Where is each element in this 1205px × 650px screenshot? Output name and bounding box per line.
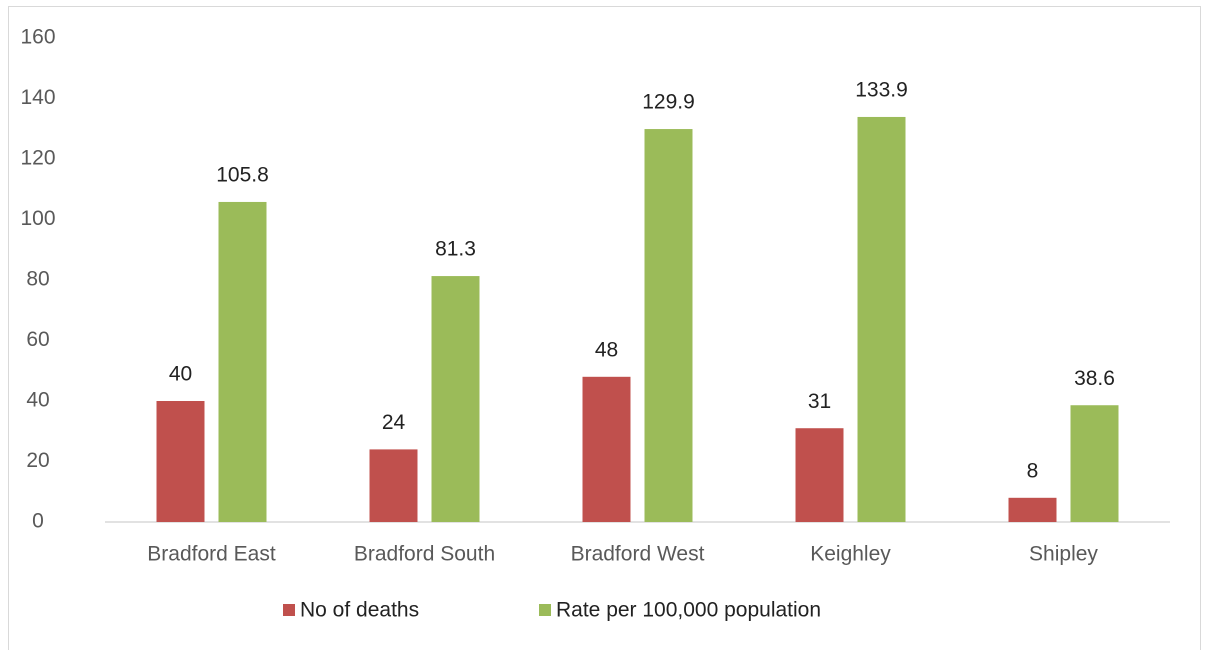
- data-label: 8: [1027, 459, 1039, 482]
- bar: [1008, 497, 1057, 522]
- data-label: 81.3: [435, 238, 476, 261]
- bar: [1070, 405, 1119, 522]
- legend-label: No of deaths: [300, 599, 419, 622]
- chart-border: [8, 6, 1201, 650]
- bar: [218, 201, 267, 522]
- bar: [431, 276, 480, 522]
- data-label: 105.8: [216, 164, 269, 187]
- data-label: 31: [808, 390, 831, 413]
- bar: [582, 376, 631, 522]
- data-label: 24: [382, 411, 406, 434]
- data-label: 38.6: [1074, 367, 1115, 390]
- y-tick-label: 100: [20, 207, 55, 230]
- y-tick-label: 140: [20, 86, 55, 109]
- x-tick-label: Shipley: [1029, 543, 1098, 566]
- legend-swatch: [539, 604, 551, 616]
- y-tick-label: 80: [26, 268, 49, 291]
- legend-label: Rate per 100,000 population: [556, 599, 821, 622]
- data-label: 48: [595, 338, 618, 361]
- x-tick-label: Keighley: [810, 543, 891, 566]
- x-tick-label: Bradford South: [354, 543, 495, 566]
- bar: [369, 449, 418, 522]
- y-tick-label: 40: [26, 389, 49, 412]
- bar: [644, 129, 693, 523]
- bar: [795, 428, 844, 522]
- y-tick-label: 20: [26, 449, 49, 472]
- bar: [156, 401, 205, 522]
- y-tick-label: 120: [20, 147, 55, 170]
- y-tick-label: 60: [26, 328, 49, 351]
- data-label: 40: [169, 363, 192, 386]
- legend-swatch: [283, 604, 295, 616]
- x-tick-label: Bradford East: [147, 543, 276, 566]
- y-tick-label: 160: [20, 26, 55, 49]
- bar: [857, 116, 906, 522]
- x-tick-label: Bradford West: [571, 543, 705, 566]
- data-label: 133.9: [855, 78, 908, 101]
- y-tick-label: 0: [32, 510, 44, 533]
- data-label: 129.9: [642, 91, 695, 114]
